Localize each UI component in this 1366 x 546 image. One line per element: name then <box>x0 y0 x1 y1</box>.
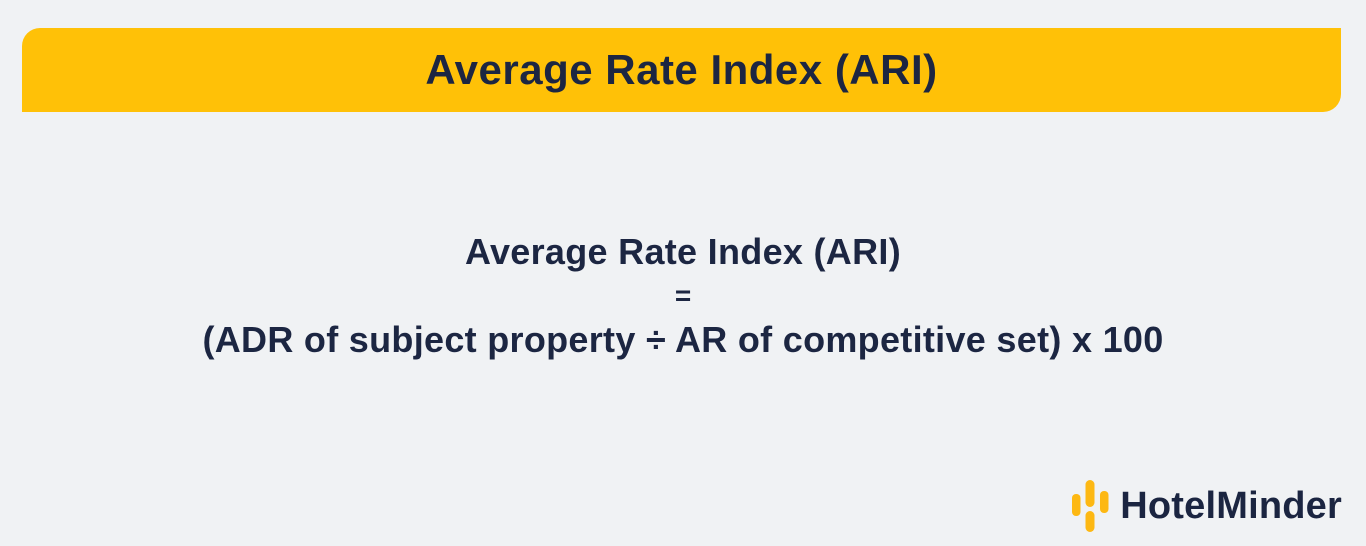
formula-expression: (ADR of subject property ÷ AR of competi… <box>202 319 1164 360</box>
formula-block: Average Rate Index (ARI) = (ADR of subje… <box>0 228 1366 364</box>
brand-wordmark: HotelMinder <box>1120 485 1342 527</box>
hotelminder-bars-icon <box>1072 480 1109 532</box>
page-title: Average Rate Index (ARI) <box>425 46 938 93</box>
title-banner: Average Rate Index (ARI) <box>22 28 1341 112</box>
hotelminder-logo: HotelMinder <box>1072 480 1342 532</box>
formula-equals-sign: = <box>674 280 692 311</box>
formula-result: Average Rate Index (ARI) <box>465 231 901 272</box>
